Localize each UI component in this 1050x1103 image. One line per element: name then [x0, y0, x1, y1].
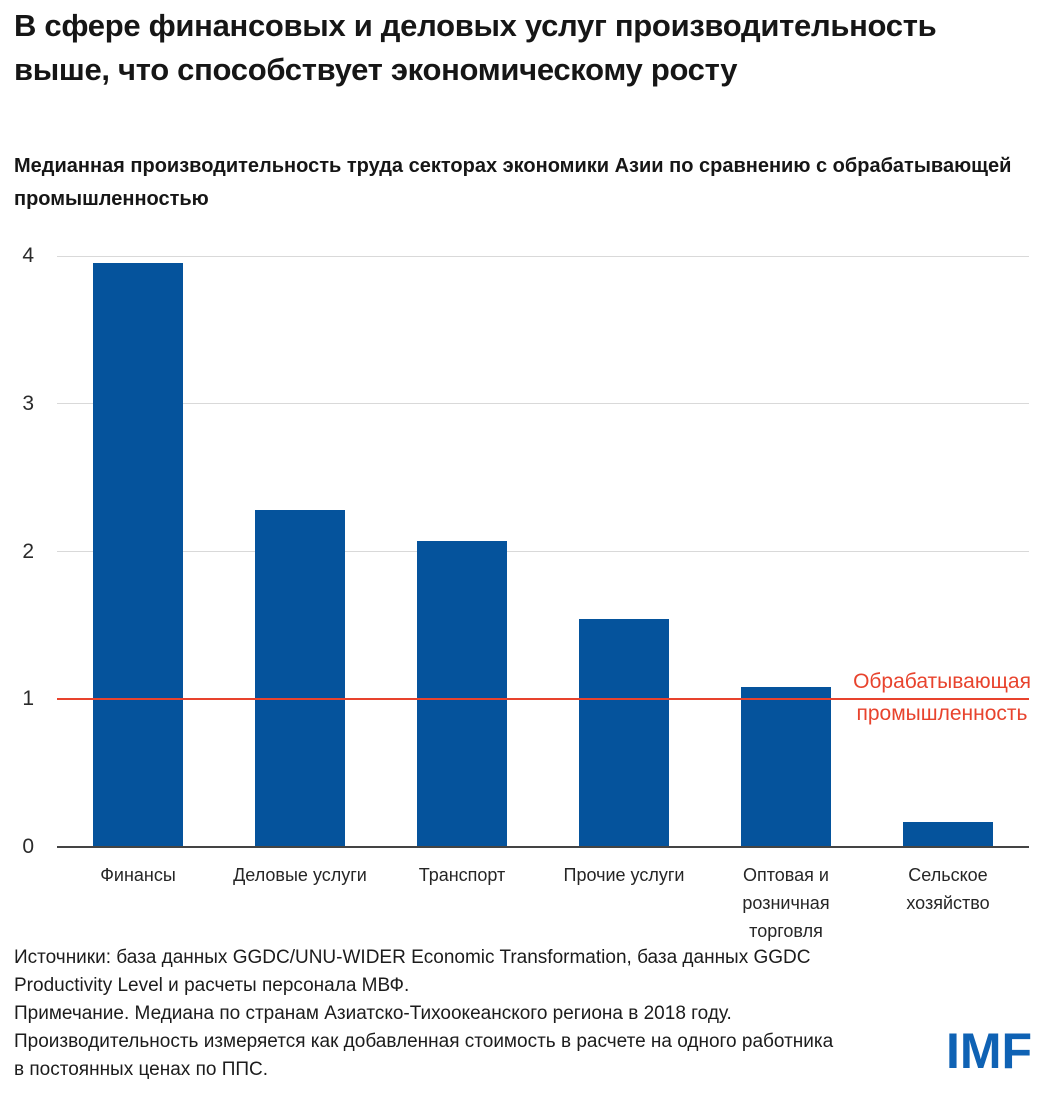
y-tick-label-3: 3 [22, 391, 34, 415]
reference-line-label: Обрабатывающая промышленность [853, 670, 1031, 725]
bar-1 [93, 263, 183, 847]
bar-6 [903, 821, 993, 847]
gridline-y-2 [57, 551, 1029, 552]
x-category-label-5: Оптовая и розничная торговля [742, 865, 830, 941]
y-tick-label-0: 0 [22, 835, 34, 858]
y-axis-tick-labels: 0 1 2 3 4 [0, 245, 42, 857]
x-axis-category-labels: Финансы Деловые услуги Транспорт Прочие усл… [57, 861, 1029, 953]
x-category-label-3: Транспорт [418, 865, 506, 885]
page-title: В сфере финансовых и деловых услуг произ… [14, 8, 937, 87]
imf-logo: IMF [946, 1023, 1033, 1079]
bar-chart-plot-area [57, 255, 1029, 848]
footnote-line-3: Примечание. Медиана по странам Азиатско-… [14, 1003, 732, 1024]
x-axis-line [57, 846, 1029, 848]
x-category-label-6: Сельское хозяйство [906, 865, 990, 913]
bar-4 [579, 619, 669, 847]
x-category-label-1: Финансы [100, 865, 176, 885]
y-tick-label-4: 4 [22, 244, 34, 267]
footnote-line-2: Productivity Level и расчеты персонала М… [14, 975, 410, 996]
gridline-y-4 [57, 255, 1029, 257]
footnotes: Источники: база данных GGDC/UNU-WIDER Ec… [14, 944, 934, 1084]
x-category-label-2: Деловые услуги [233, 865, 367, 885]
chart-subtitle: Медианная производительность труда секто… [14, 155, 1012, 210]
reference-line [57, 698, 1029, 701]
x-category-label-4: Прочие услуги [563, 865, 685, 885]
y-tick-label-1: 1 [22, 687, 34, 711]
bar-5 [741, 687, 831, 847]
footnote-line-5: в постоянных ценах по ППС. [14, 1059, 269, 1080]
gridline-y-3 [57, 403, 1029, 405]
footnote-line-4: Производительность измеряется как добавл… [14, 1031, 834, 1052]
bar-3 [417, 541, 507, 847]
footnote-line-1: Источники: база данных GGDC/UNU-WIDER Ec… [14, 947, 811, 968]
bar-2 [255, 510, 345, 847]
y-tick-label-2: 2 [22, 539, 34, 563]
